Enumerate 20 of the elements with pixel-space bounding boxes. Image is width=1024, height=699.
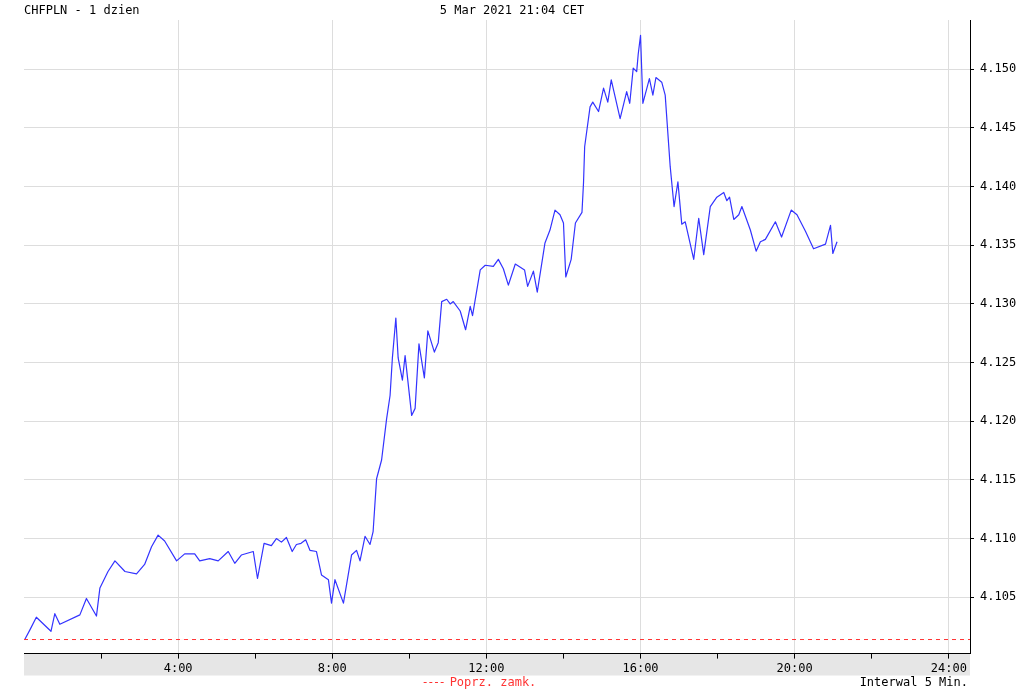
y-tick-label: 4.105 (980, 589, 1017, 604)
y-tick-label: 4.130 (980, 296, 1017, 311)
y-tick-label: 4.135 (980, 237, 1017, 252)
legend-label: Poprz. zamk. (449, 675, 537, 689)
x-tick-label: 12:00 (468, 660, 505, 675)
y-tick-label: 4.115 (980, 472, 1017, 487)
chart-title: CHFPLN - 1 dzien (24, 3, 140, 17)
x-tick-label: 4:00 (163, 660, 193, 675)
x-tick-label: 8:00 (317, 660, 347, 675)
y-tick-label: 4.150 (980, 61, 1017, 76)
y-tick-label: 4.125 (980, 354, 1017, 369)
y-tick-label: 4.120 (980, 413, 1017, 428)
x-tick-label: 16:00 (622, 660, 659, 675)
text: Interwal 5 Min. (859, 675, 968, 689)
x-tick-label: 24:00 (930, 660, 967, 675)
y-tick-label: 4.110 (980, 530, 1017, 545)
x-tick-label: 20:00 (776, 660, 813, 675)
chart-subtitle: 5 Mar 2021 21:04 CET (439, 3, 585, 17)
y-tick-label: 4.140 (980, 178, 1017, 193)
y-tick-label: 4.145 (980, 120, 1017, 135)
